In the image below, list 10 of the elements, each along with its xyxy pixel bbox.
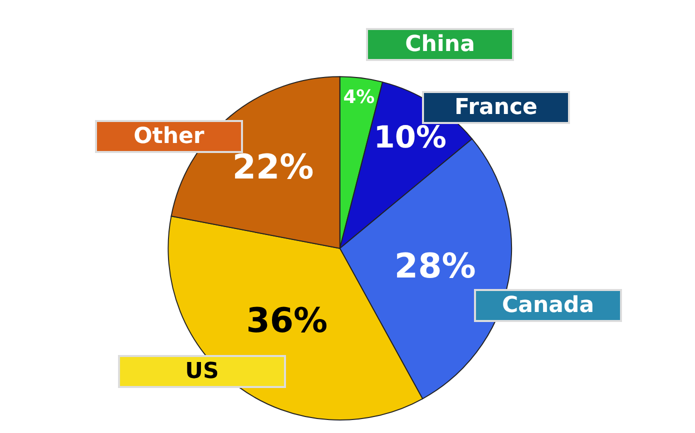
slice-label: Other: [134, 124, 204, 149]
data-label: 28%: [394, 246, 476, 286]
slice-label: US: [185, 359, 219, 384]
data-label: 36%: [246, 301, 328, 342]
data-label: 10%: [374, 120, 446, 156]
slice-label: China: [405, 32, 475, 57]
slice-label: France: [454, 95, 538, 120]
data-label: 22%: [232, 148, 314, 188]
data-label: 4%: [343, 86, 375, 108]
slice-label: Canada: [502, 293, 594, 318]
